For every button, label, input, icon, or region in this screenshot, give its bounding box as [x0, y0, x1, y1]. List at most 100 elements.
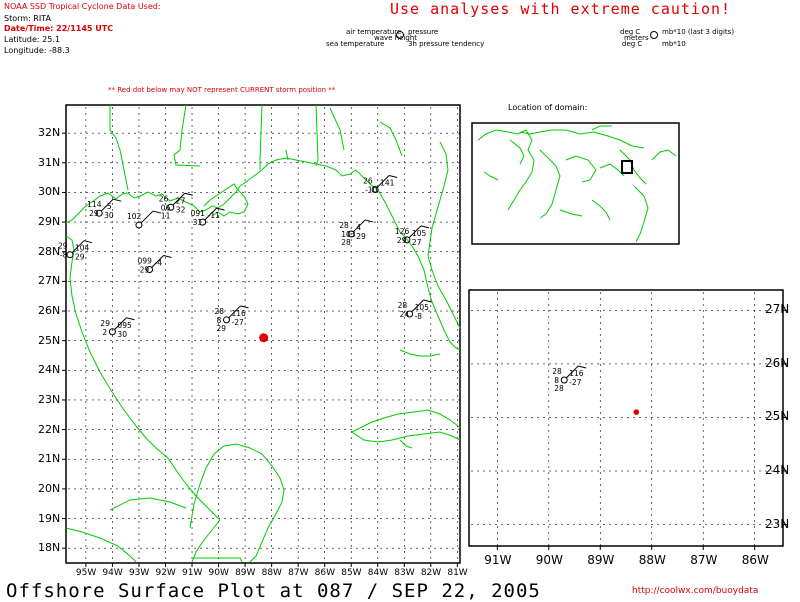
inset-station: 28 116 8 -27 28	[552, 365, 587, 393]
inset-lat-label-23N: 23N	[765, 516, 790, 531]
inset-station-value: -27	[569, 378, 581, 387]
station-7-value: 30	[117, 330, 127, 339]
coastline-us-gulf	[65, 104, 461, 563]
legend-station-circle	[396, 31, 404, 39]
station-8-barb-flag	[388, 175, 398, 178]
station-6-value: 116	[232, 309, 247, 318]
station-3-circle	[146, 266, 154, 274]
inset-lon-label-91W: 91W	[484, 553, 512, 567]
station-8-value: 26	[363, 176, 373, 185]
station-2-wind-barb	[71, 240, 85, 254]
inset-map-frame	[468, 289, 784, 547]
lat-label-23N: 23N	[38, 392, 61, 406]
inset-storm-marker	[633, 409, 640, 415]
station-2-value: 104	[75, 244, 90, 253]
source-url[interactable]: http://coolwx.com/buoydata	[632, 586, 759, 596]
station-4-value: 06	[161, 203, 171, 212]
lat-label-22N: 22N	[38, 422, 61, 436]
lat-label-32N: 32N	[38, 126, 61, 140]
legend-deg-c-1: deg C	[620, 28, 641, 36]
lat-label-20N: 20N	[38, 481, 61, 495]
station-6-value: 8	[217, 316, 222, 325]
lat-label-27N: 27N	[38, 274, 61, 288]
station-7-value: 095	[117, 321, 132, 330]
lat-label-28N: 28N	[38, 244, 61, 258]
station-9-value: 29	[356, 232, 366, 241]
station-6-circle	[223, 316, 231, 324]
station-9-barb-flag	[365, 219, 374, 223]
station-8-value: -10	[365, 185, 377, 194]
inset-lon-label-86W: 86W	[741, 553, 769, 567]
station-10-value: 27	[412, 238, 422, 247]
station-2-value: 29	[75, 253, 85, 262]
legend-mb-last3: mb*10 (last 3 digits)	[662, 28, 735, 36]
station-5-barb-flag	[216, 207, 225, 211]
station-1-barb-flag	[152, 210, 162, 214]
station-3-value: -4	[155, 259, 163, 268]
station-9-circle	[347, 230, 355, 238]
lat-label-29N: 29N	[38, 215, 61, 229]
station-4-value: 32	[176, 205, 186, 214]
station-7-wind-barb	[114, 317, 127, 331]
locator-map-frame	[471, 122, 680, 245]
station-4-circle	[167, 203, 175, 211]
inset-station-wind-barb	[565, 365, 579, 379]
lon-label-82W: 82W	[420, 568, 442, 578]
inset-map-grid	[471, 292, 787, 550]
legend-pressure-tendency: 3h pressure tendency	[408, 40, 485, 48]
lon-label-93W: 93W	[128, 568, 150, 578]
station-5-value: -11	[208, 211, 220, 220]
lat-label-19N: 19N	[38, 511, 61, 525]
storm-longitude: Longitude: -88.3	[4, 46, 70, 55]
station-0-circle	[95, 209, 103, 217]
world-coastlines	[477, 125, 677, 243]
station-11-value: -8	[415, 312, 423, 321]
station-10-value: 126	[395, 227, 410, 236]
legend-mb-10: mb*10	[662, 40, 686, 48]
station-8-value: 141	[380, 178, 395, 187]
inset-station-value: 116	[569, 369, 584, 378]
legend-deg-c-2: deg C	[622, 40, 643, 48]
source-title: NOAA SSD Tropical Cyclone Data Used:	[4, 2, 161, 11]
station-0-value: 30	[104, 211, 114, 220]
station-4-wind-barb	[172, 192, 186, 206]
station-5-value: 091	[191, 209, 206, 218]
station-0-value: 29	[89, 209, 99, 218]
station-4-value: 11	[161, 211, 171, 220]
legend-pressure: pressure	[408, 28, 439, 36]
inset-lon-label-89W: 89W	[587, 553, 615, 567]
station-3-value: 099	[138, 257, 153, 266]
legend-sea-temperature: sea temperature	[326, 40, 385, 48]
inset-lon-label-87W: 87W	[690, 553, 718, 567]
main-map-frame	[65, 104, 461, 564]
station-11-circle	[406, 310, 414, 318]
lon-label-87W: 87W	[288, 568, 309, 578]
station-3-barb-flag	[163, 255, 172, 259]
lon-label-84W: 84W	[367, 568, 389, 578]
lat-label-31N: 31N	[38, 155, 61, 169]
inset-lat-label-27N: 27N	[765, 302, 790, 317]
station-4-barb-flag	[184, 192, 193, 196]
station-11-barb-flag	[423, 299, 432, 303]
lat-label-24N: 24N	[38, 363, 61, 377]
station-5-circle	[199, 218, 207, 226]
storm-latitude: Latitude: 25.1	[4, 35, 60, 44]
lon-label-94W: 94W	[102, 568, 123, 578]
station-7-value: 29	[100, 319, 110, 328]
station-0-wind-barb	[100, 198, 114, 212]
station-11-value: 105	[415, 303, 430, 312]
station-6-wind-barb	[228, 305, 241, 319]
inset-station-value: 8	[554, 376, 559, 385]
lon-label-90W: 90W	[208, 568, 229, 578]
station-6-value: 28	[215, 307, 225, 316]
station-3-wind-barb	[151, 255, 164, 268]
station-9-value: 4	[356, 223, 361, 232]
station-11-value: 28	[398, 301, 408, 310]
station-0-barb-flag	[113, 198, 122, 202]
station-7-value: 2	[102, 328, 107, 337]
inset-lat-label-25N: 25N	[765, 409, 790, 424]
station-4-value: 27	[176, 196, 186, 205]
lon-label-85W: 85W	[341, 568, 362, 578]
